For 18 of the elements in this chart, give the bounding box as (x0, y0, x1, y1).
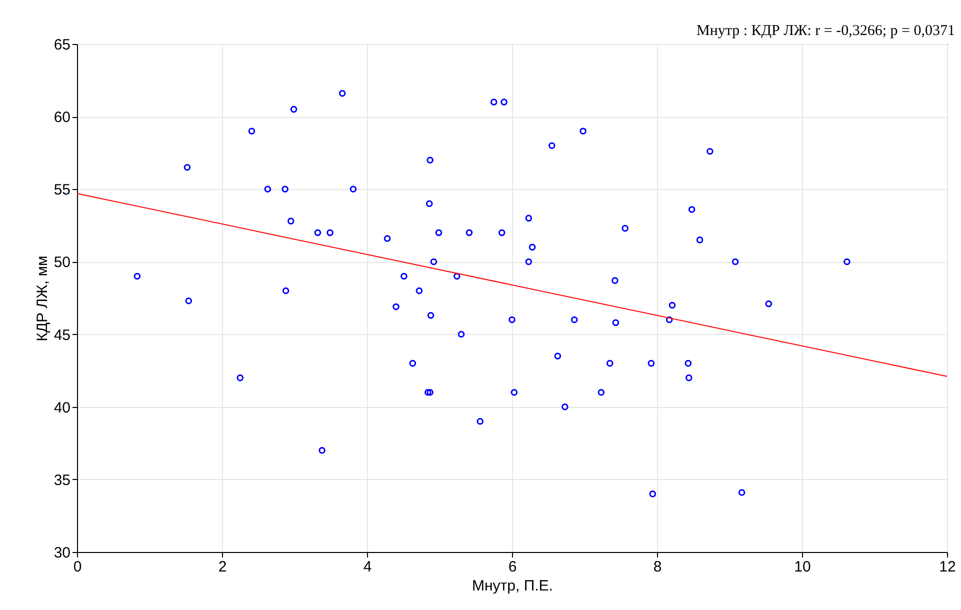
x-tick-label: 10 (794, 558, 811, 576)
x-tick-label: 4 (363, 558, 372, 576)
y-tick-label: 55 (54, 182, 70, 199)
y-tick-label: 45 (54, 326, 70, 344)
x-tick-label: 8 (653, 558, 662, 576)
text: Мнутр : КДР ЛЖ: r = -0,3266; p = 0,0371 (696, 23, 955, 39)
y-tick-label: 65 (54, 36, 70, 54)
x-tick-label: 0 (73, 558, 82, 576)
y-axis-title: КДР ЛЖ, мм (34, 256, 51, 342)
y-tick-label: 50 (54, 254, 70, 272)
x-tick-label: 6 (508, 558, 517, 576)
x-tick-label: 2 (218, 558, 227, 576)
y-tick-label: 40 (54, 399, 70, 416)
x-axis-title: Мнутр, П.Е. (472, 578, 553, 594)
y-tick-label: 35 (54, 472, 70, 489)
y-tick-label: 30 (54, 544, 70, 562)
y-tick-label: 60 (54, 109, 70, 126)
x-tick-label: 12 (939, 558, 956, 576)
